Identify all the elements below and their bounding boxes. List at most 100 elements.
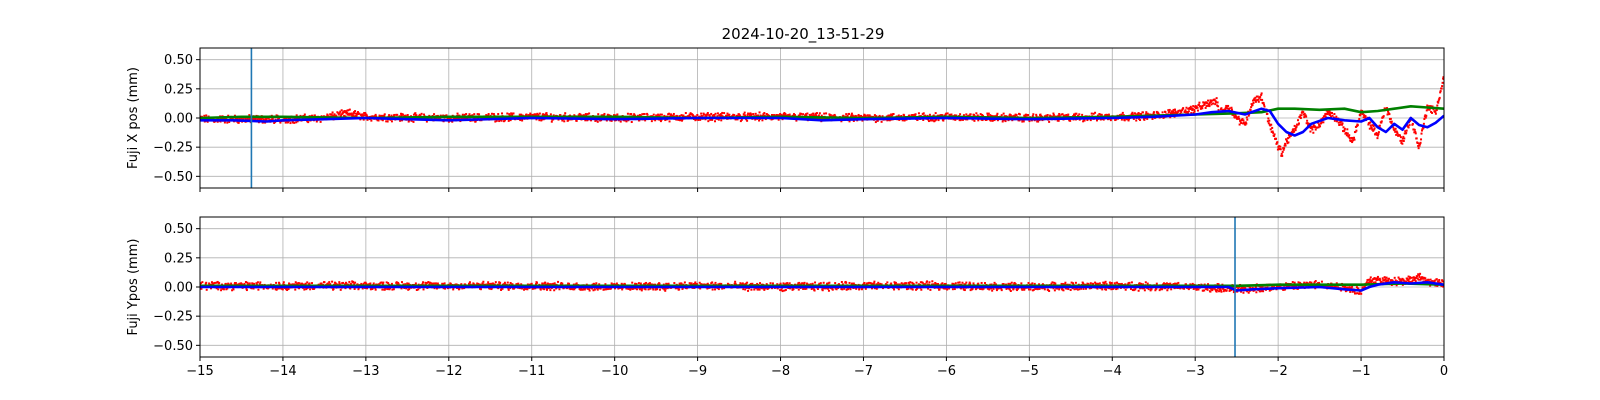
scatter-point <box>835 288 838 291</box>
scatter-point <box>678 288 681 291</box>
scatter-point <box>1359 114 1362 117</box>
scatter-point <box>893 281 896 284</box>
scatter-point <box>1009 282 1012 285</box>
scatter-point <box>1266 112 1269 115</box>
scatter-point <box>1394 127 1397 130</box>
scatter-point <box>1030 283 1033 286</box>
scatter-point <box>977 282 980 285</box>
scatter-point <box>1324 115 1327 118</box>
scatter-point <box>254 117 257 120</box>
scatter-point <box>845 113 848 116</box>
scatter-point <box>271 287 274 290</box>
scatter-point <box>308 282 311 285</box>
scatter-point <box>695 282 698 285</box>
scatter-point <box>224 282 227 285</box>
scatter-point <box>208 282 211 285</box>
scatter-point <box>1146 112 1149 115</box>
scatter-point <box>1311 128 1314 131</box>
scatter-point <box>463 113 466 116</box>
scatter-point <box>468 281 471 284</box>
scatter-point <box>503 281 506 284</box>
scatter-point <box>865 282 868 285</box>
scatter-point <box>451 120 454 123</box>
scatter-point <box>1187 110 1190 113</box>
scatter-point <box>737 113 740 116</box>
scatter-point <box>1113 282 1116 285</box>
scatter-point <box>518 113 521 116</box>
scatter-point <box>352 280 355 283</box>
scatter-point <box>694 115 697 118</box>
scatter-point <box>663 114 666 117</box>
scatter-point <box>320 282 323 285</box>
scatter-point <box>1048 120 1051 123</box>
scatter-point <box>573 288 576 291</box>
scatter-point <box>736 118 739 121</box>
scatter-point <box>634 287 637 290</box>
scatter-point <box>1190 112 1193 115</box>
scatter-point <box>639 282 642 285</box>
scatter-point <box>706 113 709 116</box>
scatter-point <box>1172 108 1175 111</box>
scatter-point <box>1010 281 1013 284</box>
scatter-point <box>1270 123 1273 126</box>
scatter-point <box>1284 142 1287 145</box>
scatter-point <box>1063 283 1066 286</box>
scatter-point <box>502 283 505 286</box>
scatter-point <box>753 288 756 291</box>
scatter-point <box>353 283 356 286</box>
scatter-point <box>452 288 455 291</box>
scatter-point <box>1060 282 1063 285</box>
scatter-point <box>613 287 616 290</box>
scatter-point <box>630 113 633 116</box>
scatter-point <box>1215 290 1218 293</box>
scatter-point <box>586 113 589 116</box>
scatter-point <box>355 114 358 117</box>
scatter-point <box>397 283 400 286</box>
scatter-point <box>1049 115 1052 118</box>
scatter-point <box>1124 283 1127 286</box>
scatter-point <box>940 283 943 286</box>
scatter-point <box>1192 287 1195 290</box>
scatter-point <box>1237 115 1240 118</box>
scatter-point <box>917 112 920 115</box>
scatter-point <box>893 288 896 291</box>
scatter-point <box>965 281 968 284</box>
scatter-point <box>1159 288 1162 291</box>
scatter-point <box>490 288 493 291</box>
scatter-point <box>851 114 854 117</box>
scatter-point <box>818 112 821 115</box>
scatter-point <box>1167 109 1170 112</box>
scatter-point <box>1351 141 1354 144</box>
scatter-point <box>810 288 813 291</box>
scatter-point <box>809 283 812 286</box>
scatter-point <box>927 120 930 123</box>
scatter-point <box>929 288 932 291</box>
scatter-point <box>746 119 749 122</box>
scatter-point <box>1174 282 1177 285</box>
scatter-point <box>798 114 801 117</box>
scatter-point <box>1242 119 1245 122</box>
scatter-point <box>329 283 332 286</box>
scatter-point <box>357 288 360 291</box>
scatter-point <box>1438 98 1441 101</box>
scatter-point <box>1295 285 1298 288</box>
scatter-point <box>1199 105 1202 108</box>
scatter-point <box>291 121 294 124</box>
scatter-point <box>850 114 853 117</box>
scatter-point <box>331 280 334 283</box>
scatter-point <box>1405 129 1408 132</box>
scatter-point <box>921 281 924 284</box>
scatter-point <box>337 113 340 116</box>
scatter-point <box>498 120 501 123</box>
scatter-point <box>1008 288 1011 291</box>
scatter-point <box>896 283 899 286</box>
scatter-point <box>641 113 644 116</box>
scatter-point <box>988 288 991 291</box>
scatter-point <box>1143 289 1146 292</box>
scatter-point <box>1217 109 1220 112</box>
scatter-point <box>216 120 219 123</box>
scatter-point <box>633 113 636 116</box>
scatter-point <box>1039 113 1042 116</box>
scatter-point <box>1342 126 1345 129</box>
